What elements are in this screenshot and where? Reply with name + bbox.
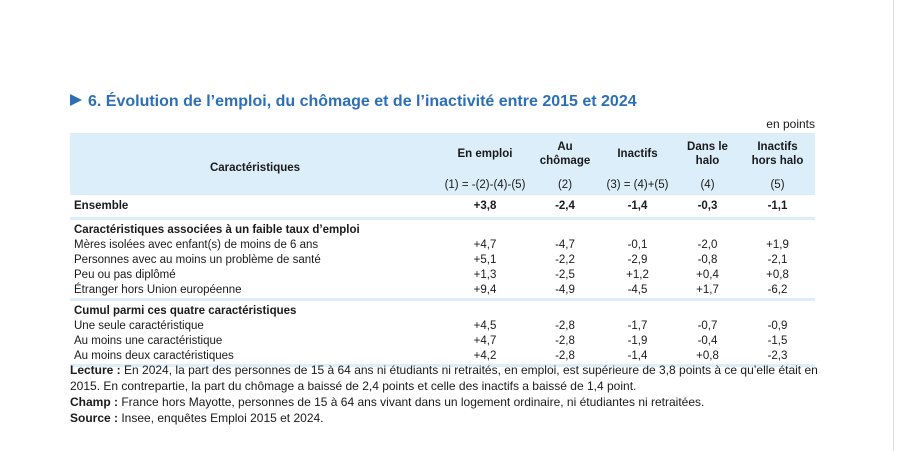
section-title: Cumul parmi ces quatre caractéristiques	[74, 304, 297, 317]
formula-inactifs: (3) = (4)+(5)	[600, 175, 675, 195]
cell-value: -0,3	[675, 195, 740, 219]
header-formula-blank	[70, 175, 440, 195]
cell-value: -4,7	[555, 239, 575, 251]
formula-dans-le-halo: (4)	[675, 175, 740, 195]
cell-value: +0,8	[766, 269, 789, 281]
cell-value: +1,7	[696, 284, 719, 296]
table-row: Une seule caractéristique +4,5 -2,8 -1,7…	[70, 319, 815, 334]
formula-en-emploi: (1) = -(2)-(4)-(5)	[440, 175, 530, 195]
table-row: Étranger hors Union européenne +9,4 -4,9…	[70, 283, 815, 300]
table-bottom-rule	[70, 364, 815, 368]
table-row: Personnes avec au moins un problème de s…	[70, 253, 815, 268]
header-dans-le-halo-label: Dans le halo	[687, 141, 728, 167]
table-notes: Lecture : En 2024, la part des personnes…	[70, 362, 830, 426]
header-inactifs-hors-halo: Inactifs hors halo	[740, 133, 815, 175]
table-row: Peu ou pas diplômé +1,3 -2,5 +1,2 +0,4 +…	[70, 268, 815, 283]
header-caracteristiques: Caractéristiques	[70, 133, 440, 175]
header-en-emploi: En emploi	[440, 133, 530, 175]
cell-value: -1,4	[600, 195, 675, 219]
note-source: Source : Insee, enquêtes Emploi 2015 et …	[70, 410, 830, 426]
note-source-text: Insee, enquêtes Emploi 2015 et 2024.	[118, 411, 324, 425]
cell-value: -0,9	[767, 320, 788, 332]
cell-value: -2,2	[555, 254, 575, 266]
cell-value: -2,8	[555, 350, 575, 362]
cell-value: +1,3	[473, 269, 497, 281]
note-lecture-label: Lecture :	[70, 363, 121, 377]
header-au-chomage-label: Au chômage	[539, 141, 591, 167]
cell-value: +4,2	[473, 350, 497, 362]
table-row-ensemble: Ensemble +3,8 -2,4 -1,4 -0,3 -1,1	[70, 195, 815, 219]
cell-value: +0,8	[696, 350, 719, 362]
section-header-row: Caractéristiques associées à un faible t…	[70, 220, 815, 238]
header-dans-le-halo: Dans le halo	[675, 133, 740, 175]
cell-value: +1,2	[626, 269, 649, 281]
section-header-row: Cumul parmi ces quatre caractéristiques	[70, 301, 815, 319]
table-row: Au moins deux caractéristiques +4,2 -2,8…	[70, 349, 815, 366]
cell-value: -1,1	[740, 195, 815, 219]
table-row: Mères isolées avec enfant(s) de moins de…	[70, 238, 815, 253]
cell-value: -0,7	[697, 320, 718, 332]
row-label: Au moins une caractéristique	[74, 335, 223, 347]
cell-value: -0,4	[697, 335, 718, 347]
cell-value: -6,2	[767, 284, 788, 296]
header-inactifs: Inactifs	[600, 133, 675, 175]
section-title: Caractéristiques associées à un faible t…	[74, 223, 360, 236]
cell-value: -2,0	[697, 239, 718, 251]
cell-value: +1,9	[766, 239, 789, 251]
table-row: Au moins une caractéristique +4,7 -2,8 -…	[70, 334, 815, 349]
row-label: Ensemble	[70, 195, 440, 219]
cell-value: +0,4	[696, 269, 719, 281]
cell-value: -2,1	[767, 254, 788, 266]
note-lecture: Lecture : En 2024, la part des personnes…	[70, 362, 830, 394]
note-lecture-text: En 2024, la part des personnes de 15 à 6…	[70, 363, 818, 393]
note-champ-text: France hors Mayotte, personnes de 15 à 6…	[118, 395, 705, 409]
table-title: 6. Évolution de l’emploi, du chômage et …	[70, 93, 637, 111]
cell-value: -1,7	[627, 320, 648, 332]
cell-value: -0,1	[627, 239, 648, 251]
cell-value: +4,7	[473, 239, 497, 251]
data-table: Caractéristiques En emploi Au chômage In…	[70, 133, 815, 368]
row-label: Au moins deux caractéristiques	[74, 350, 234, 362]
row-separator	[70, 298, 815, 302]
cell-value: -2,5	[555, 269, 575, 281]
arrow-right-icon	[70, 94, 82, 106]
cell-value: +5,1	[473, 254, 497, 266]
cell-value: +4,5	[473, 320, 497, 332]
cell-value: -0,8	[697, 254, 718, 266]
cell-value: -4,9	[555, 284, 575, 296]
table-title-text: 6. Évolution de l’emploi, du chômage et …	[88, 93, 637, 110]
row-label: Mères isolées avec enfant(s) de moins de…	[74, 239, 319, 251]
note-source-label: Source :	[70, 411, 119, 425]
cell-value: -2,8	[555, 320, 575, 332]
cell-value: -2,8	[555, 335, 575, 347]
header-inactifs-hors-halo-label: Inactifs hors halo	[751, 141, 804, 167]
formula-au-chomage: (2)	[530, 175, 600, 195]
formula-inactifs-hors-halo: (5)	[740, 175, 815, 195]
cell-value: +9,4	[473, 284, 497, 296]
note-champ-label: Champ :	[70, 395, 118, 409]
cell-value: -2,3	[767, 350, 788, 362]
row-label: Une seule caractéristique	[74, 320, 204, 332]
cell-value: -1,5	[767, 335, 788, 347]
cell-value: +3,8	[440, 195, 530, 219]
unit-label: en points	[766, 117, 815, 131]
cell-value: -2,4	[530, 195, 600, 219]
row-label: Personnes avec au moins un problème de s…	[74, 254, 321, 266]
note-champ: Champ : France hors Mayotte, personnes d…	[70, 394, 830, 410]
page-edge-divider	[893, 0, 894, 451]
cell-value: -1,4	[627, 350, 648, 362]
cell-value: -1,9	[627, 335, 648, 347]
row-label: Étranger hors Union européenne	[74, 284, 242, 296]
cell-value: +4,7	[473, 335, 497, 347]
cell-value: -4,5	[627, 284, 648, 296]
header-au-chomage: Au chômage	[530, 133, 600, 175]
cell-value: -2,9	[627, 254, 648, 266]
row-label: Peu ou pas diplômé	[74, 269, 176, 281]
row-separator	[70, 217, 815, 221]
